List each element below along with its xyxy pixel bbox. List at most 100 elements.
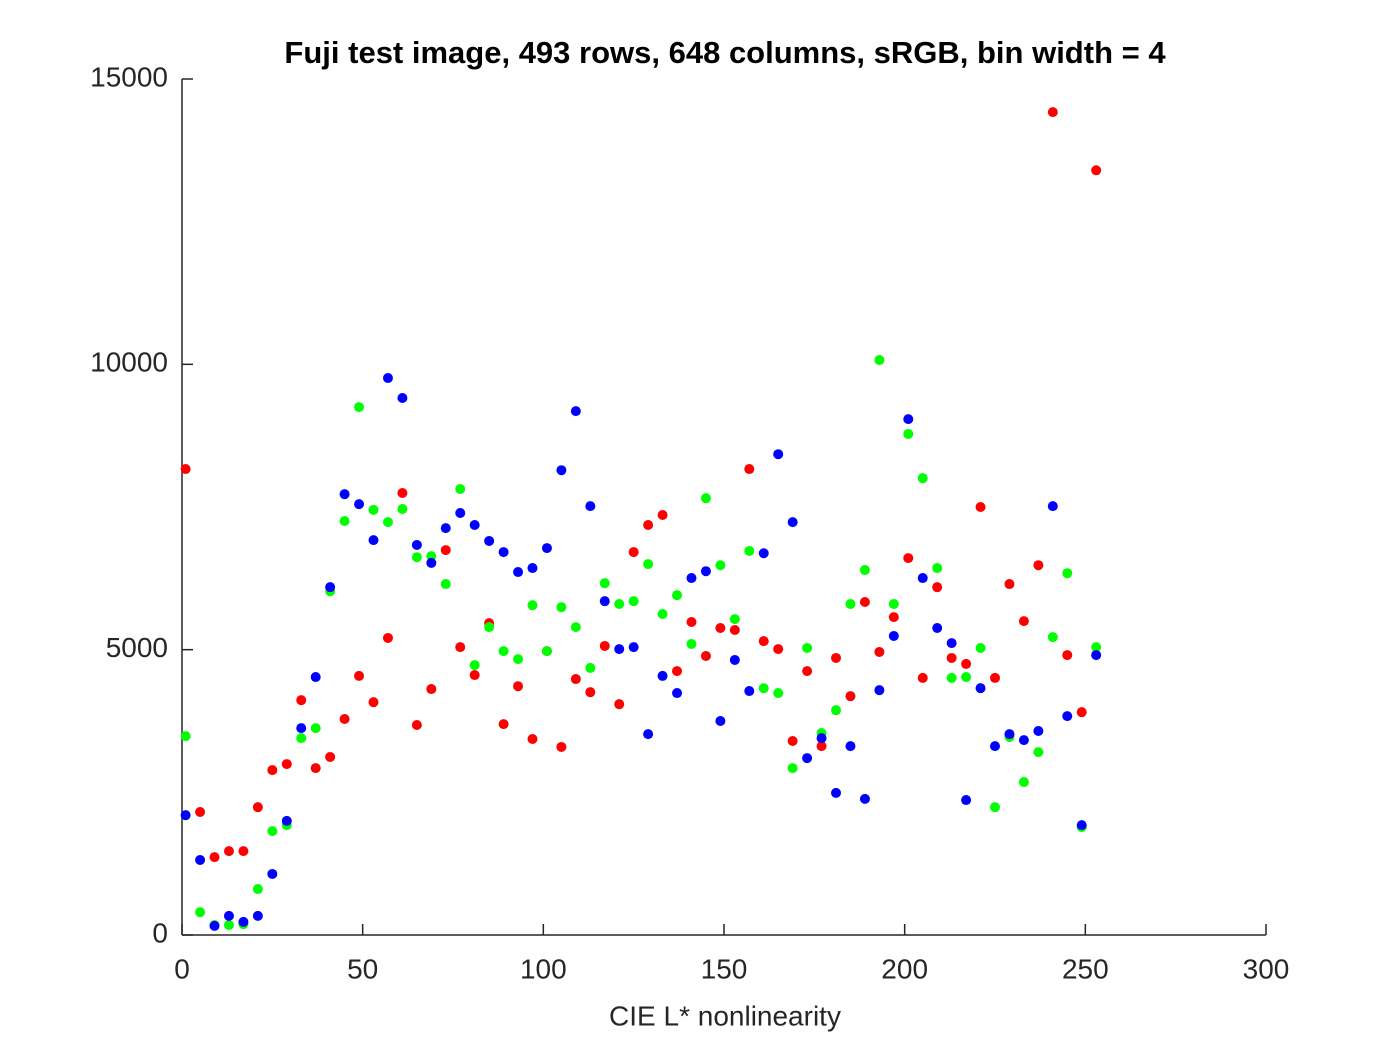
- point: [643, 519, 654, 530]
- point: [802, 666, 813, 677]
- point: [1033, 725, 1044, 736]
- point: [729, 654, 740, 665]
- point: [252, 802, 263, 813]
- point: [1062, 711, 1073, 722]
- point: [990, 802, 1000, 813]
- point: [382, 632, 393, 643]
- point: [874, 685, 885, 696]
- point: [802, 642, 813, 653]
- point: [570, 622, 581, 633]
- point: [209, 920, 220, 931]
- x-tick-label: 200: [881, 953, 928, 984]
- point: [657, 609, 668, 619]
- point: [368, 535, 379, 546]
- point: [874, 355, 885, 366]
- point: [310, 763, 321, 774]
- point: [773, 449, 784, 460]
- point: [946, 638, 957, 649]
- point: [1004, 579, 1015, 590]
- point: [961, 795, 972, 806]
- point: [686, 638, 697, 649]
- point: [903, 414, 914, 425]
- point: [831, 652, 842, 663]
- point: [426, 551, 437, 562]
- point: [354, 499, 365, 510]
- point: [643, 729, 654, 740]
- point: [296, 723, 307, 734]
- point: [1047, 632, 1058, 643]
- point: [455, 642, 466, 653]
- point: [1062, 568, 1073, 579]
- point: [1062, 650, 1073, 661]
- point: [223, 846, 234, 857]
- point: [961, 672, 972, 683]
- point: [411, 719, 422, 730]
- point: [325, 582, 336, 593]
- point: [845, 599, 856, 610]
- point: [382, 517, 393, 528]
- point: [1004, 729, 1015, 740]
- point: [209, 852, 220, 863]
- y-tick-label: 15000: [90, 61, 168, 92]
- point: [585, 501, 596, 512]
- point: [773, 644, 784, 655]
- point: [599, 578, 610, 589]
- point: [513, 681, 524, 692]
- point: [180, 731, 191, 742]
- point: [946, 672, 957, 683]
- point: [744, 545, 755, 556]
- point: [672, 666, 683, 677]
- point: [773, 688, 784, 699]
- point: [903, 428, 914, 439]
- point: [758, 548, 769, 559]
- point: [961, 658, 972, 669]
- point: [643, 559, 654, 570]
- point: [585, 662, 596, 673]
- point: [238, 846, 249, 857]
- point: [440, 545, 451, 556]
- point: [310, 672, 321, 683]
- point: [859, 793, 870, 804]
- point: [686, 573, 697, 584]
- y-tick-label: 5000: [106, 632, 168, 663]
- point: [223, 910, 234, 921]
- point: [180, 464, 191, 475]
- point: [440, 579, 451, 590]
- point: [1018, 777, 1029, 788]
- x-tick-label: 300: [1243, 953, 1290, 984]
- point: [296, 695, 307, 706]
- point: [484, 535, 495, 546]
- point: [411, 552, 422, 563]
- point: [513, 654, 524, 665]
- point: [672, 590, 683, 601]
- point: [556, 465, 567, 476]
- point: [729, 614, 740, 625]
- point: [527, 563, 538, 574]
- point: [700, 566, 711, 577]
- point: [614, 699, 625, 710]
- point: [484, 622, 495, 633]
- chart-title: Fuji test image, 493 rows, 648 columns, …: [284, 35, 1166, 70]
- point: [382, 373, 393, 384]
- point: [657, 509, 668, 520]
- point: [816, 733, 827, 744]
- point: [570, 406, 581, 417]
- point: [556, 741, 567, 752]
- point: [195, 807, 206, 818]
- point: [917, 672, 928, 683]
- point: [281, 759, 292, 770]
- point: [888, 612, 899, 623]
- point: [411, 539, 422, 550]
- point: [802, 753, 813, 764]
- point: [180, 810, 191, 821]
- x-tick-label: 100: [520, 953, 567, 984]
- point: [787, 517, 798, 528]
- point: [975, 683, 986, 694]
- point: [267, 868, 278, 879]
- point: [325, 751, 336, 762]
- point: [1076, 820, 1087, 831]
- point: [426, 557, 437, 568]
- point: [831, 787, 842, 798]
- point: [527, 733, 538, 744]
